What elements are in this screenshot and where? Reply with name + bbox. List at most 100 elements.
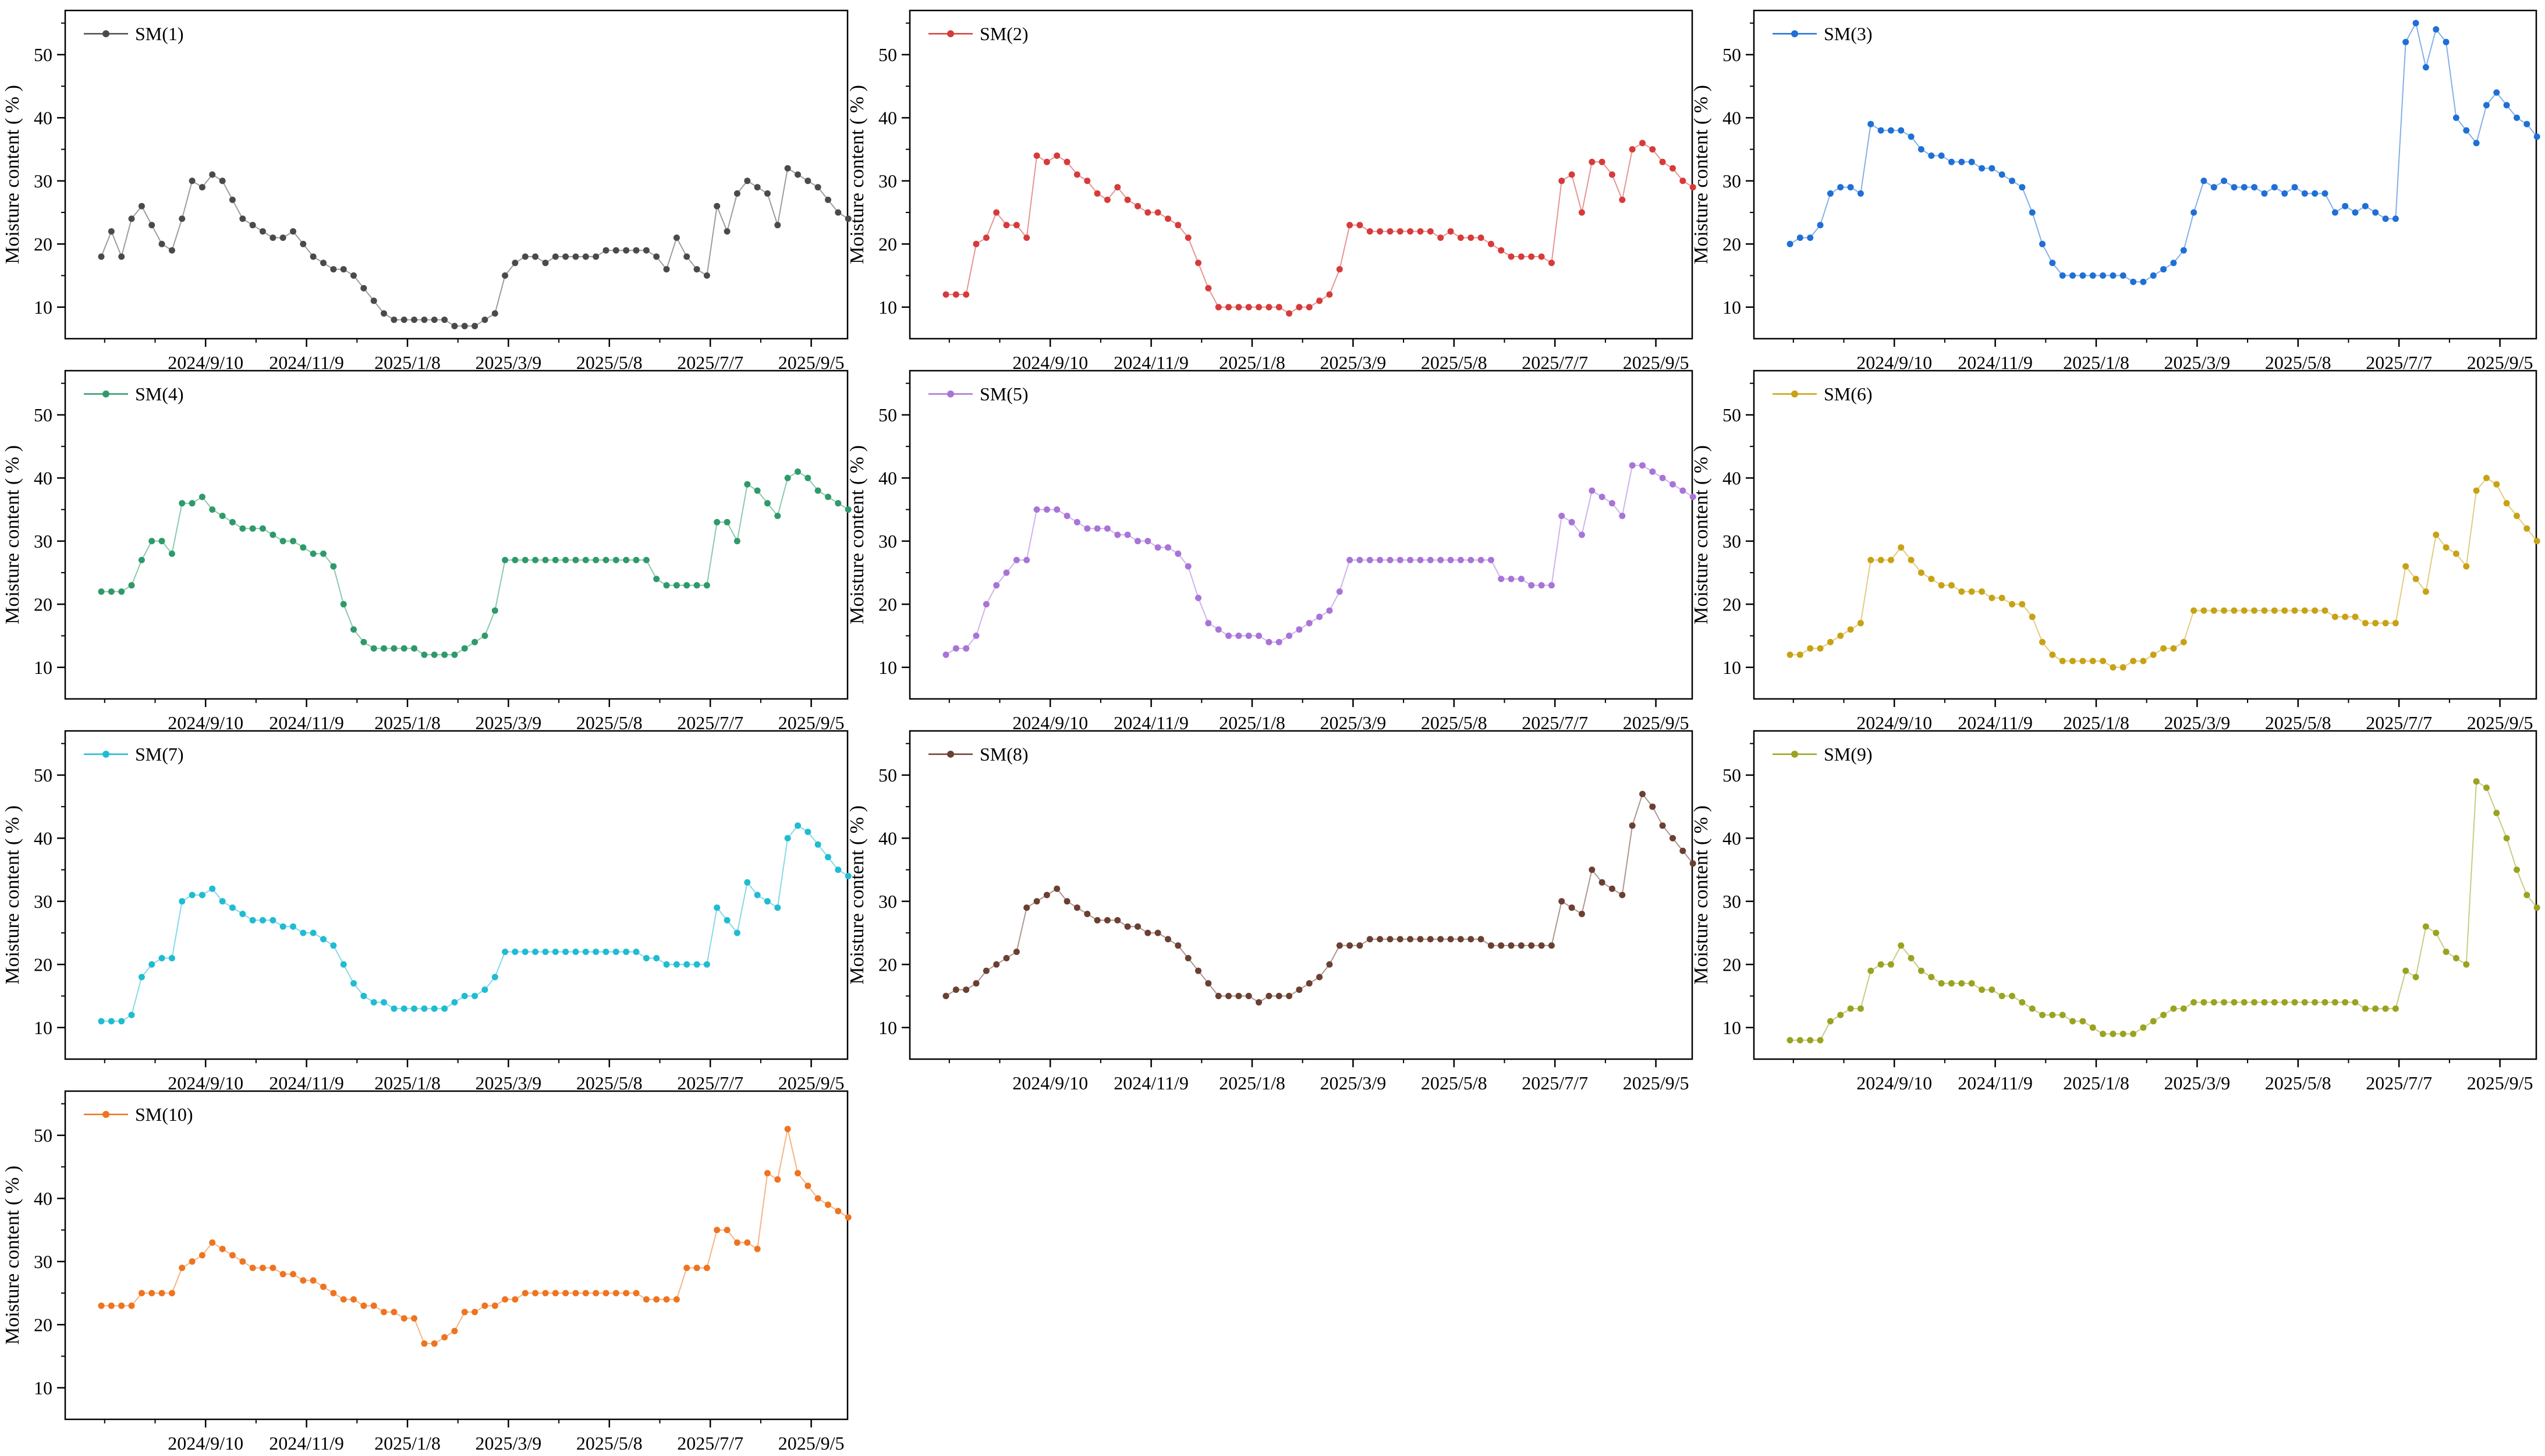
legend-marker [1791,30,1798,37]
data-point [1629,462,1636,469]
data-point [259,1265,266,1272]
chart-panel-1: 10 20 30 40 50 2024/9/10 2024/11/9 2025/1/8 2025… [2,9,852,373]
data-point [2452,551,2459,557]
data-point [491,974,498,981]
data-point [714,904,721,911]
data-point [108,228,115,235]
data-point [1558,513,1565,519]
data-point [2533,133,2540,140]
y-tick-label: 50 [878,404,897,425]
data-point [814,1195,821,1202]
data-point [1917,146,1924,153]
data-point [1477,556,1484,563]
data-point [1316,297,1323,304]
data-point [1023,904,1030,911]
data-point [391,645,398,652]
data-point [481,633,488,639]
data-point [2291,184,2298,191]
data-point [825,493,831,500]
data-point [2372,209,2379,216]
chart-panel-9: 10 20 30 40 50 2024/9/10 2024/11/9 2025/1/8 2025… [1690,730,2540,1093]
data-point [952,291,959,298]
data-point [1154,209,1161,216]
data-point [138,1290,145,1297]
data-point [2523,525,2530,532]
data-point [572,253,579,260]
data-point [189,500,196,507]
data-point [2049,651,2056,658]
data-point [1114,184,1121,191]
x-tick-label: 2025/3/9 [1320,712,1386,733]
data-point [1908,556,1915,563]
y-tick-label: 40 [878,467,897,488]
data-point [612,556,619,563]
data-point [1003,222,1010,229]
data-point [1928,152,1935,159]
data-point [643,955,650,961]
data-point [360,993,367,999]
data-point [1205,980,1212,987]
chart-panel-4: 10 20 30 40 50 2024/9/10 2024/11/9 2025/1/8 2025… [2,370,852,733]
data-point [522,949,529,956]
data-point [572,556,579,563]
data-point [1417,556,1424,563]
y-axis-label: Moisture content ( % ) [2,445,23,624]
data-point [158,240,165,247]
data-point [2079,1018,2086,1025]
data-point [411,645,417,652]
data-point [1477,936,1484,943]
data-point [623,556,630,563]
data-point [733,929,740,936]
y-tick-label: 10 [34,657,52,678]
data-point [2483,784,2490,791]
data-point [1857,1005,1864,1012]
data-point [1326,607,1333,614]
data-point [1568,519,1575,525]
x-tick-label: 2024/9/10 [168,352,243,373]
data-point [1787,1037,1793,1043]
data-point [1548,260,1555,267]
data-point [2261,607,2268,614]
data-point [2402,38,2409,45]
data-point [1659,474,1666,481]
data-point [1837,633,1844,639]
data-point [199,1252,205,1259]
data-point [845,215,852,222]
data-point [1598,158,1605,165]
data-point [845,506,852,513]
data-point [733,190,740,197]
data-point [1670,834,1676,841]
data-point [1917,569,1924,576]
data-point [653,576,660,583]
x-tick-label: 2025/7/7 [1522,1073,1588,1093]
data-point [663,582,670,589]
data-point [1427,936,1434,943]
y-tick-label: 20 [34,233,52,254]
data-point [1589,487,1596,494]
data-point [1518,576,1525,583]
data-point [673,582,680,589]
data-point [754,184,761,191]
data-point [784,474,791,481]
data-point [1033,506,1040,513]
data-point [683,253,690,260]
data-point [2412,20,2419,27]
data-point [1468,556,1474,563]
y-tick-label: 50 [1722,765,1741,786]
data-point [795,171,801,178]
data-point [279,538,286,545]
data-point [1407,556,1414,563]
data-point [2281,607,2288,614]
x-tick-label: 2025/9/5 [778,1073,845,1093]
data-point [279,1271,286,1277]
data-point [1988,595,1995,601]
x-tick-label: 2024/11/9 [1114,712,1189,733]
data-point [1578,209,1585,216]
data-point [2503,102,2510,109]
data-point [2342,613,2349,620]
y-tick-label: 30 [878,531,897,552]
data-point [2180,247,2187,254]
y-tick-label: 40 [878,107,897,128]
data-point [1847,184,1854,191]
data-point [1326,961,1333,968]
